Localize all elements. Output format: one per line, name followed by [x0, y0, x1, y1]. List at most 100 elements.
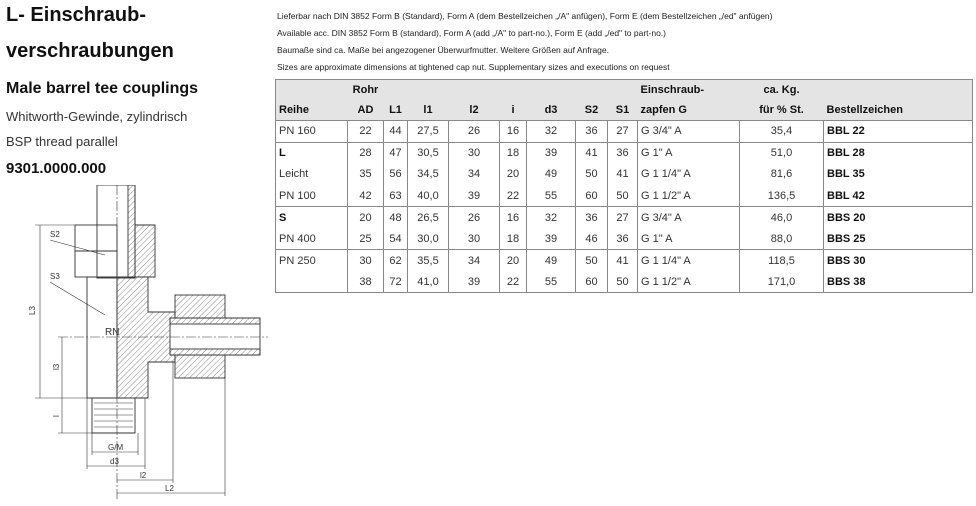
cell-value: 35: [347, 163, 384, 185]
cell-value: 30,5: [407, 141, 449, 164]
cell-value: 16: [499, 120, 527, 142]
cell-value: 41: [575, 141, 608, 164]
cell-value: 56: [383, 163, 408, 185]
header-top-cell: [275, 79, 348, 100]
label-l3: l3: [52, 363, 61, 370]
header-top-cell: [575, 79, 608, 100]
cell-value: 60: [575, 271, 608, 293]
cell-reihe: S: [275, 206, 348, 228]
label-gm: G/M: [108, 443, 123, 452]
title-line-2: verschraubungen: [6, 40, 174, 62]
cell-order-code: BBL 42: [823, 185, 973, 207]
cell-value: 27: [607, 120, 638, 142]
cell-value: 20: [499, 249, 527, 271]
cell-value: 34: [448, 249, 500, 271]
cell-value: G 3/4" A: [637, 206, 740, 228]
label-d3: d3: [110, 457, 119, 466]
cell-value: 36: [575, 120, 608, 142]
cell-value: 55: [526, 185, 576, 207]
cell-value: G 1" A: [637, 141, 740, 164]
cell-order-code: BBL 35: [823, 163, 973, 185]
cell-order-code: BBL 28: [823, 141, 973, 164]
cell-value: 26,5: [407, 206, 449, 228]
cell-value: 28: [347, 141, 384, 164]
cell-value: 50: [607, 271, 638, 293]
header-cell: Reihe: [275, 100, 348, 121]
title-line-1: L- Einschraub-: [6, 4, 147, 26]
cell-value: 26: [448, 206, 500, 228]
thread-en: BSP thread parallel: [6, 134, 118, 149]
header-top-cell: [407, 79, 449, 100]
cell-value: 20: [499, 163, 527, 185]
cell-value: 46: [575, 228, 608, 250]
cell-value: 40,0: [407, 185, 449, 207]
header-top-cell: [526, 79, 576, 100]
note-de-sizes: Baumaße sind ca. Maße bei angezogener Üb…: [277, 45, 609, 55]
cell-value: 26: [448, 120, 500, 142]
subtitle: Male barrel tee couplings: [6, 80, 199, 97]
cell-value: 39: [526, 228, 576, 250]
dimensions-table: Rohr Einschraub-ca. Kg. Reihe AD L1 l1 l2 i d3 S…: [275, 79, 973, 293]
cell-order-code: BBS 20: [823, 206, 973, 228]
cell-order-code: BBL 22: [823, 120, 973, 142]
cell-value: G 1" A: [637, 228, 740, 250]
cell-value: 22: [347, 120, 384, 142]
cell-value: 18: [499, 141, 527, 164]
header-top-cell: [448, 79, 500, 100]
table-row: PN 400 25 54 30,0 30 18 39 46 36 G 1" A 88,0 BBS 25: [275, 228, 973, 250]
cell-value: 32: [526, 120, 576, 142]
cell-value: 51,0: [739, 141, 824, 164]
cell-value: 30: [347, 249, 384, 271]
cell-value: 171,0: [739, 271, 824, 293]
tee-body: [116, 276, 176, 399]
cell-value: 34: [448, 163, 500, 185]
header-top-cell: [383, 79, 408, 100]
cell-value: 118,5: [739, 249, 824, 271]
header-cell: für % St.: [739, 100, 824, 121]
header-cell: zapfen G: [637, 100, 740, 121]
cell-value: 62: [383, 249, 408, 271]
cell-reihe: PN 100: [275, 185, 348, 207]
label-rn: RN: [105, 327, 119, 338]
cell-value: 54: [383, 228, 408, 250]
header-top-cell: Einschraub-: [637, 79, 740, 100]
cell-value: 41,0: [407, 271, 449, 293]
cell-value: 38: [347, 271, 384, 293]
cell-value: 48: [383, 206, 408, 228]
cell-value: 50: [607, 185, 638, 207]
cell-value: 72: [383, 271, 408, 293]
note-en-sizes: Sizes are approximate dimensions at tigh…: [277, 62, 670, 72]
header-cell: S1: [607, 100, 638, 121]
cell-value: G 3/4" A: [637, 120, 740, 142]
label-L3: L3: [28, 306, 37, 315]
header-top-cell: Rohr: [347, 79, 384, 100]
cell-value: 36: [607, 141, 638, 164]
cell-value: G 1 1/4" A: [637, 249, 740, 271]
table-row: PN 160 22 44 27,5 26 16 32 36 27 G 3/4" A 35,4 BBL …: [275, 120, 973, 142]
cell-value: 36: [607, 228, 638, 250]
cell-value: G 1 1/2" A: [637, 185, 740, 207]
label-l: l: [52, 415, 61, 417]
cell-reihe: Leicht: [275, 163, 348, 185]
thread-de: Whitworth-Gewinde, zylindrisch: [6, 109, 188, 124]
thread-stud: [91, 397, 136, 434]
cell-value: 27,5: [407, 120, 449, 142]
cell-value: 22: [499, 185, 527, 207]
cell-value: 30: [448, 228, 500, 250]
table-row: S 20 48 26,5 26 16 32 36 27 G 3/4" A 46,0 BBS 20: [275, 206, 973, 228]
header-cell: S2: [575, 100, 608, 121]
table-row: L 28 47 30,5 30 18 39 41 36 G 1" A 51,0 BBL 28: [275, 141, 973, 164]
header-cell: l1: [407, 100, 449, 121]
header-cell: i: [499, 100, 527, 121]
cell-reihe: PN 250: [275, 249, 348, 271]
cell-value: 30,0: [407, 228, 449, 250]
table-row: 38 72 41,0 39 22 55 60 50 G 1 1/2" A 171,0 BBS 38: [275, 271, 973, 293]
header-top-cell: ca. Kg.: [739, 79, 824, 100]
cell-value: 36: [575, 206, 608, 228]
cell-value: 25: [347, 228, 384, 250]
header-cell: l2: [448, 100, 500, 121]
cell-value: 46,0: [739, 206, 824, 228]
cell-value: 44: [383, 120, 408, 142]
note-en-forms: Available acc. DIN 3852 Form B (standard…: [277, 28, 667, 38]
table-row: PN 100 42 63 40,0 39 22 55 60 50 G 1 1/2" A 136,5 B…: [275, 185, 973, 207]
